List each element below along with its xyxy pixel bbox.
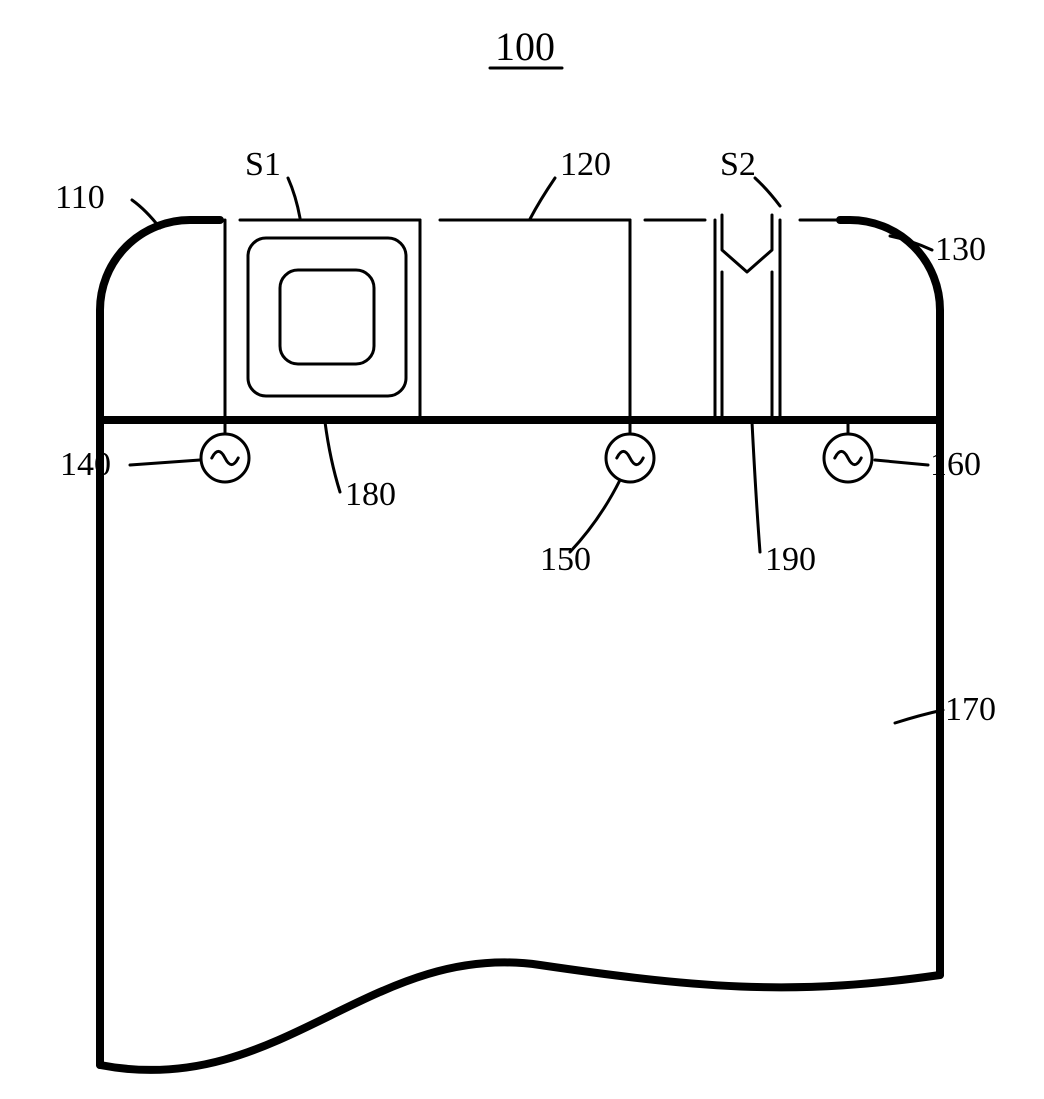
leader-n170	[895, 710, 943, 723]
label-s2: S2	[720, 146, 756, 183]
label-n170: 170	[945, 691, 996, 728]
leader-n190	[752, 422, 760, 552]
slot-s2	[722, 215, 772, 272]
label-n120: 120	[560, 146, 611, 183]
leader-s1	[288, 178, 300, 218]
ac-tilde-icon	[617, 451, 643, 464]
camera-inner	[280, 270, 374, 364]
leader-n180	[325, 422, 340, 492]
ac-tilde-icon	[835, 451, 861, 464]
label-n110: 110	[55, 179, 105, 216]
label-s1: S1	[245, 146, 281, 183]
leader-s2	[755, 178, 780, 206]
leader-n160	[875, 460, 928, 465]
label-n190: 190	[765, 541, 816, 578]
leader-n110	[132, 200, 160, 228]
corner-right	[840, 220, 940, 420]
label-n180: 180	[345, 476, 396, 513]
label-n160: 160	[930, 446, 981, 483]
leader-n140	[130, 460, 200, 465]
corner-left	[100, 220, 220, 420]
ac-tilde-icon	[212, 451, 238, 464]
label-n130: 130	[935, 231, 986, 268]
body-bottom-wave	[100, 962, 940, 1070]
leader-n120	[530, 178, 555, 219]
camera-outer	[248, 238, 406, 396]
label-n140: 140	[60, 446, 111, 483]
figure-title: 100	[495, 24, 555, 69]
label-n150: 150	[540, 541, 591, 578]
